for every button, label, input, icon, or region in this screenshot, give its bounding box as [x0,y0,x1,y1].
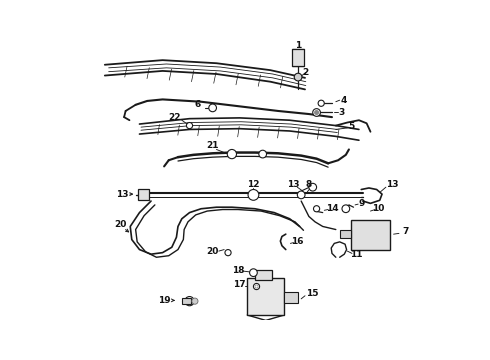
Circle shape [186,122,193,129]
Text: 20: 20 [206,247,219,256]
Text: 20: 20 [114,220,126,229]
Text: 12: 12 [247,180,260,189]
Bar [138,189,149,200]
Circle shape [297,191,305,199]
Text: 22: 22 [168,113,180,122]
Bar [247,278,284,315]
Circle shape [342,205,350,213]
Circle shape [313,109,320,116]
Circle shape [249,269,257,276]
Circle shape [294,73,302,81]
Text: 5: 5 [348,122,354,131]
Bar [292,49,304,66]
Bar [284,292,298,303]
Text: 1: 1 [295,41,301,50]
Text: 19: 19 [158,296,171,305]
Bar [351,220,390,249]
Text: 11: 11 [350,251,363,260]
Circle shape [185,297,194,306]
Text: 16: 16 [291,237,304,246]
Text: 10: 10 [372,204,384,213]
Circle shape [192,298,198,304]
Text: 18: 18 [232,266,245,275]
Text: 15: 15 [306,289,319,298]
Circle shape [253,283,260,289]
Text: 13: 13 [116,190,129,199]
Circle shape [309,183,317,191]
Circle shape [315,111,318,114]
Circle shape [248,189,259,200]
Text: 13: 13 [287,180,300,189]
Circle shape [225,249,231,256]
Text: 17: 17 [233,280,246,289]
Circle shape [314,206,319,212]
Circle shape [255,285,258,288]
Text: 9: 9 [358,199,365,208]
Text: 4: 4 [341,96,347,105]
Text: 7: 7 [402,228,408,237]
Text: 21: 21 [206,141,219,150]
Text: 6: 6 [194,100,200,109]
Bar [182,298,191,304]
Text: 3: 3 [338,108,344,117]
Circle shape [318,100,324,106]
Text: 13: 13 [386,180,398,189]
Bar [340,230,351,238]
Bar [255,270,272,280]
Circle shape [259,150,267,158]
Text: 8: 8 [306,180,312,189]
Circle shape [209,104,217,112]
Text: 2: 2 [303,68,309,77]
Circle shape [227,149,237,159]
Text: 14: 14 [326,204,338,213]
